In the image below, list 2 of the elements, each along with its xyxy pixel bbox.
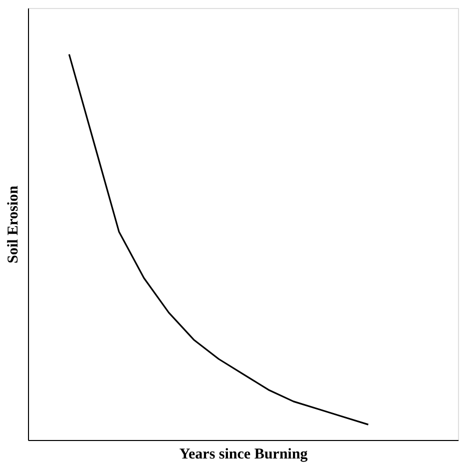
y-axis-title: Soil Erosion [6, 185, 22, 264]
x-axis-title: Years since Burning [179, 446, 308, 462]
